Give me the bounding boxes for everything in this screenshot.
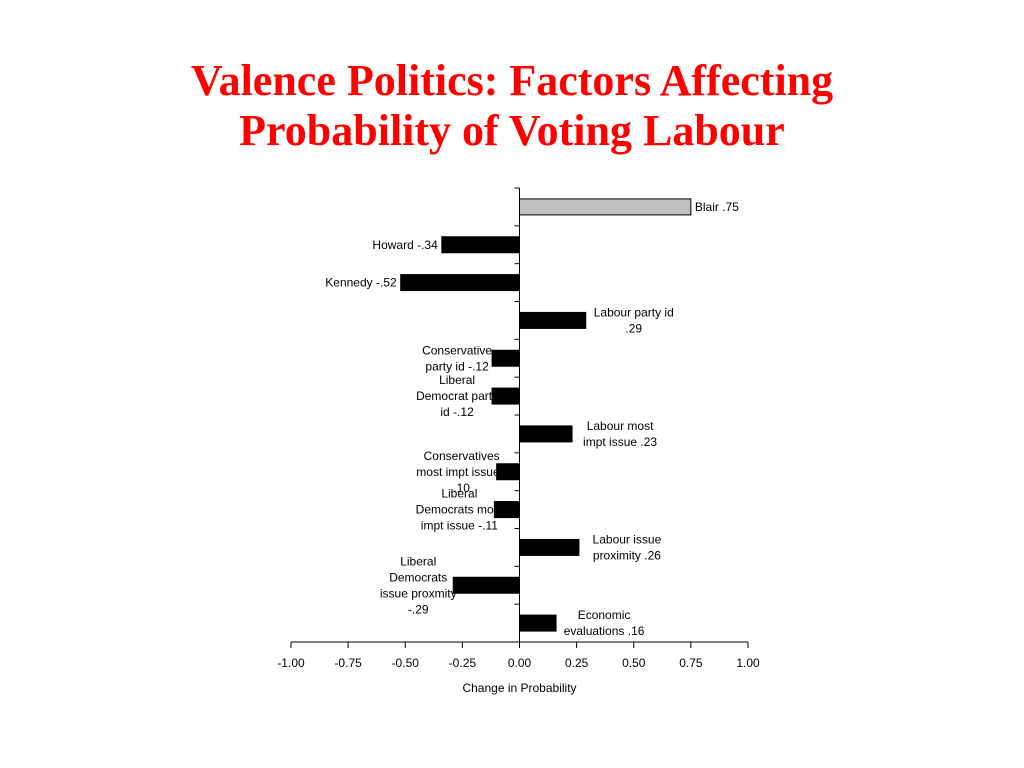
bar-label-line: Conservatives [424, 449, 500, 463]
bar-label: Economic evaluations .16 [564, 608, 645, 638]
bar-label-line: Kennedy -.52 [325, 276, 397, 290]
bar-label: Blair .75 [695, 200, 739, 214]
bar-label-line: Blair .75 [695, 200, 739, 214]
x-tick-label: 0.25 [565, 656, 589, 670]
bar-label-line: party id -.12 [425, 359, 489, 373]
bar-label-line: proximity .26 [593, 548, 661, 562]
bar-label: Labour party id .29 [594, 305, 674, 335]
bar-label-line: Democrat party [416, 389, 498, 403]
x-tick-label: 0.75 [679, 656, 703, 670]
bar [519, 425, 573, 443]
bar-label-line: Labour party id [594, 305, 674, 319]
x-tick-label: 0.00 [508, 656, 532, 670]
bar-label-line: .10 [453, 481, 470, 495]
bar [496, 463, 520, 481]
bar-label-line: Labour most [587, 419, 654, 433]
bar-label-line: Conservative [422, 343, 492, 357]
bar-label-line: impt issue .23 [583, 435, 657, 449]
bar-label-line: impt issue -.11 [421, 519, 498, 533]
x-tick-label: 0.50 [622, 656, 646, 670]
bar-label-line: Liberal [441, 487, 477, 501]
bar [519, 198, 692, 216]
bar-label-line: evaluations .16 [564, 624, 645, 638]
bar [519, 614, 557, 632]
bar [452, 576, 520, 594]
bar-label: Labour most impt issue .23 [583, 419, 657, 449]
slide-title-line-1: Valence Politics: Factors Affecting [190, 56, 834, 105]
bar-label: Liberal Democrats most impt issue -.11 [416, 487, 504, 533]
bar-label-line: most impt issue - [416, 465, 507, 479]
bar-label: Liberal Democrats issue proxmity -.29 [380, 554, 457, 616]
slide-title: Valence Politics: Factors Affecting Prob… [0, 56, 1024, 156]
x-tick-label: -0.75 [334, 656, 362, 670]
bar-label-line: issue proxmity [380, 586, 457, 600]
bar-label: Kennedy -.52 [325, 276, 397, 290]
bar [519, 311, 587, 329]
bar-label: Conservative party id -.12 [422, 343, 492, 373]
bar-label: Conservatives most impt issue - .10 [416, 449, 507, 495]
bar-label-line: Democrats [389, 570, 447, 584]
bar-label-line: -.29 [408, 602, 429, 616]
bar-label: Liberal Democrat party id -.12 [416, 373, 498, 419]
bar-label-line: Liberal [439, 373, 475, 387]
x-tick-label: -1.00 [277, 656, 305, 670]
bar [491, 349, 520, 367]
bar [400, 274, 520, 292]
bar-label-line: Democrats most [416, 503, 504, 517]
bar-label: Labour issue proximity .26 [593, 532, 662, 562]
bar [493, 501, 520, 519]
x-axis-title: Change in Probability [462, 681, 576, 695]
bar-label-line: Labour issue [593, 532, 662, 546]
bar-label-line: Liberal [400, 554, 436, 568]
x-tick-label: 1.00 [736, 656, 760, 670]
bar [441, 236, 520, 254]
bar [491, 387, 520, 405]
bar-label-line: Howard -.34 [372, 238, 438, 252]
bar-label-line: id -.12 [440, 405, 474, 419]
bar-label-line: .29 [625, 321, 642, 335]
bar-label-line: Economic [578, 608, 631, 622]
slide-title-line-2: Probability of Voting Labour [239, 106, 785, 155]
x-tick-label: -0.25 [449, 656, 477, 670]
bar-label: Howard -.34 [372, 238, 438, 252]
x-tick-label: -0.50 [392, 656, 420, 670]
bar [519, 538, 580, 556]
